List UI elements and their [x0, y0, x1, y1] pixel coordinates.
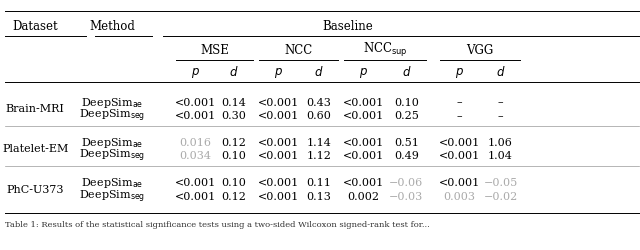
- Text: $\mathit{d}$: $\mathit{d}$: [496, 66, 505, 80]
- Text: VGG: VGG: [467, 44, 493, 57]
- Text: DeepSim$_{\mathrm{seg}}$: DeepSim$_{\mathrm{seg}}$: [79, 148, 145, 164]
- Text: DeepSim$_{\mathrm{seg}}$: DeepSim$_{\mathrm{seg}}$: [79, 189, 145, 205]
- Text: <0.001: <0.001: [439, 178, 480, 188]
- Text: 0.11: 0.11: [307, 178, 331, 188]
- Text: <0.001: <0.001: [343, 151, 384, 161]
- Text: 0.51: 0.51: [394, 138, 419, 147]
- Text: <0.001: <0.001: [343, 178, 384, 188]
- Text: <0.001: <0.001: [439, 151, 480, 161]
- Text: 0.12: 0.12: [221, 138, 246, 147]
- Text: 1.06: 1.06: [488, 138, 513, 147]
- Text: $\mathit{p}$: $\mathit{p}$: [274, 66, 283, 80]
- Text: $\mathit{d}$: $\mathit{d}$: [402, 66, 411, 80]
- Text: <0.001: <0.001: [258, 151, 299, 161]
- Text: −0.06: −0.06: [389, 178, 424, 188]
- Text: –: –: [498, 98, 503, 108]
- Text: MSE: MSE: [200, 44, 229, 57]
- Text: $\mathit{p}$: $\mathit{p}$: [359, 66, 368, 80]
- Text: –: –: [457, 98, 462, 108]
- Text: −0.02: −0.02: [483, 192, 518, 202]
- Text: <0.001: <0.001: [175, 98, 216, 108]
- Text: <0.001: <0.001: [258, 111, 299, 121]
- Text: Brain-MRI: Brain-MRI: [6, 104, 65, 115]
- Text: 0.13: 0.13: [307, 192, 331, 202]
- Text: –: –: [498, 111, 503, 121]
- Text: <0.001: <0.001: [258, 98, 299, 108]
- Text: DeepSim$_{\mathrm{ae}}$: DeepSim$_{\mathrm{ae}}$: [81, 176, 143, 190]
- Text: 0.003: 0.003: [444, 192, 476, 202]
- Text: $\mathit{d}$: $\mathit{d}$: [229, 66, 238, 80]
- Text: DeepSim$_{\mathrm{ae}}$: DeepSim$_{\mathrm{ae}}$: [81, 96, 143, 110]
- Text: <0.001: <0.001: [439, 138, 480, 147]
- Text: <0.001: <0.001: [258, 192, 299, 202]
- Text: Platelet-EM: Platelet-EM: [2, 144, 68, 154]
- Text: 0.10: 0.10: [221, 151, 246, 161]
- Text: 1.04: 1.04: [488, 151, 513, 161]
- Text: <0.001: <0.001: [258, 138, 299, 147]
- Text: 0.002: 0.002: [348, 192, 380, 202]
- Text: $\mathit{d}$: $\mathit{d}$: [314, 66, 323, 80]
- Text: <0.001: <0.001: [175, 178, 216, 188]
- Text: 1.14: 1.14: [307, 138, 331, 147]
- Text: DeepSim$_{\mathrm{ae}}$: DeepSim$_{\mathrm{ae}}$: [81, 136, 143, 149]
- Text: $\mathit{p}$: $\mathit{p}$: [455, 66, 464, 80]
- Text: –: –: [457, 111, 462, 121]
- Text: 1.12: 1.12: [307, 151, 331, 161]
- Text: NCC$_{\mathrm{sup}}$: NCC$_{\mathrm{sup}}$: [363, 41, 407, 59]
- Text: 0.43: 0.43: [307, 98, 331, 108]
- Text: 0.12: 0.12: [221, 192, 246, 202]
- Text: <0.001: <0.001: [343, 138, 384, 147]
- Text: Table 1: Results of the statistical significance tests using a two-sided Wilcoxo: Table 1: Results of the statistical sign…: [5, 221, 430, 229]
- Text: 0.10: 0.10: [221, 178, 246, 188]
- Text: <0.001: <0.001: [343, 111, 384, 121]
- Text: <0.001: <0.001: [258, 178, 299, 188]
- Text: 0.034: 0.034: [179, 151, 211, 161]
- Text: Method: Method: [89, 20, 135, 33]
- Text: −0.05: −0.05: [483, 178, 518, 188]
- Text: <0.001: <0.001: [175, 192, 216, 202]
- Text: 0.25: 0.25: [394, 111, 419, 121]
- Text: 0.49: 0.49: [394, 151, 419, 161]
- Text: 0.016: 0.016: [179, 138, 211, 147]
- Text: $\mathit{p}$: $\mathit{p}$: [191, 66, 200, 80]
- Text: 0.60: 0.60: [307, 111, 331, 121]
- Text: <0.001: <0.001: [343, 98, 384, 108]
- Text: −0.03: −0.03: [389, 192, 424, 202]
- Text: NCC: NCC: [284, 44, 313, 57]
- Text: Baseline: Baseline: [323, 20, 373, 33]
- Text: Dataset: Dataset: [12, 20, 58, 33]
- Text: 0.14: 0.14: [221, 98, 246, 108]
- Text: 0.30: 0.30: [221, 111, 246, 121]
- Text: DeepSim$_{\mathrm{seg}}$: DeepSim$_{\mathrm{seg}}$: [79, 108, 145, 124]
- Text: PhC-U373: PhC-U373: [6, 185, 64, 195]
- Text: 0.10: 0.10: [394, 98, 419, 108]
- Text: <0.001: <0.001: [175, 111, 216, 121]
